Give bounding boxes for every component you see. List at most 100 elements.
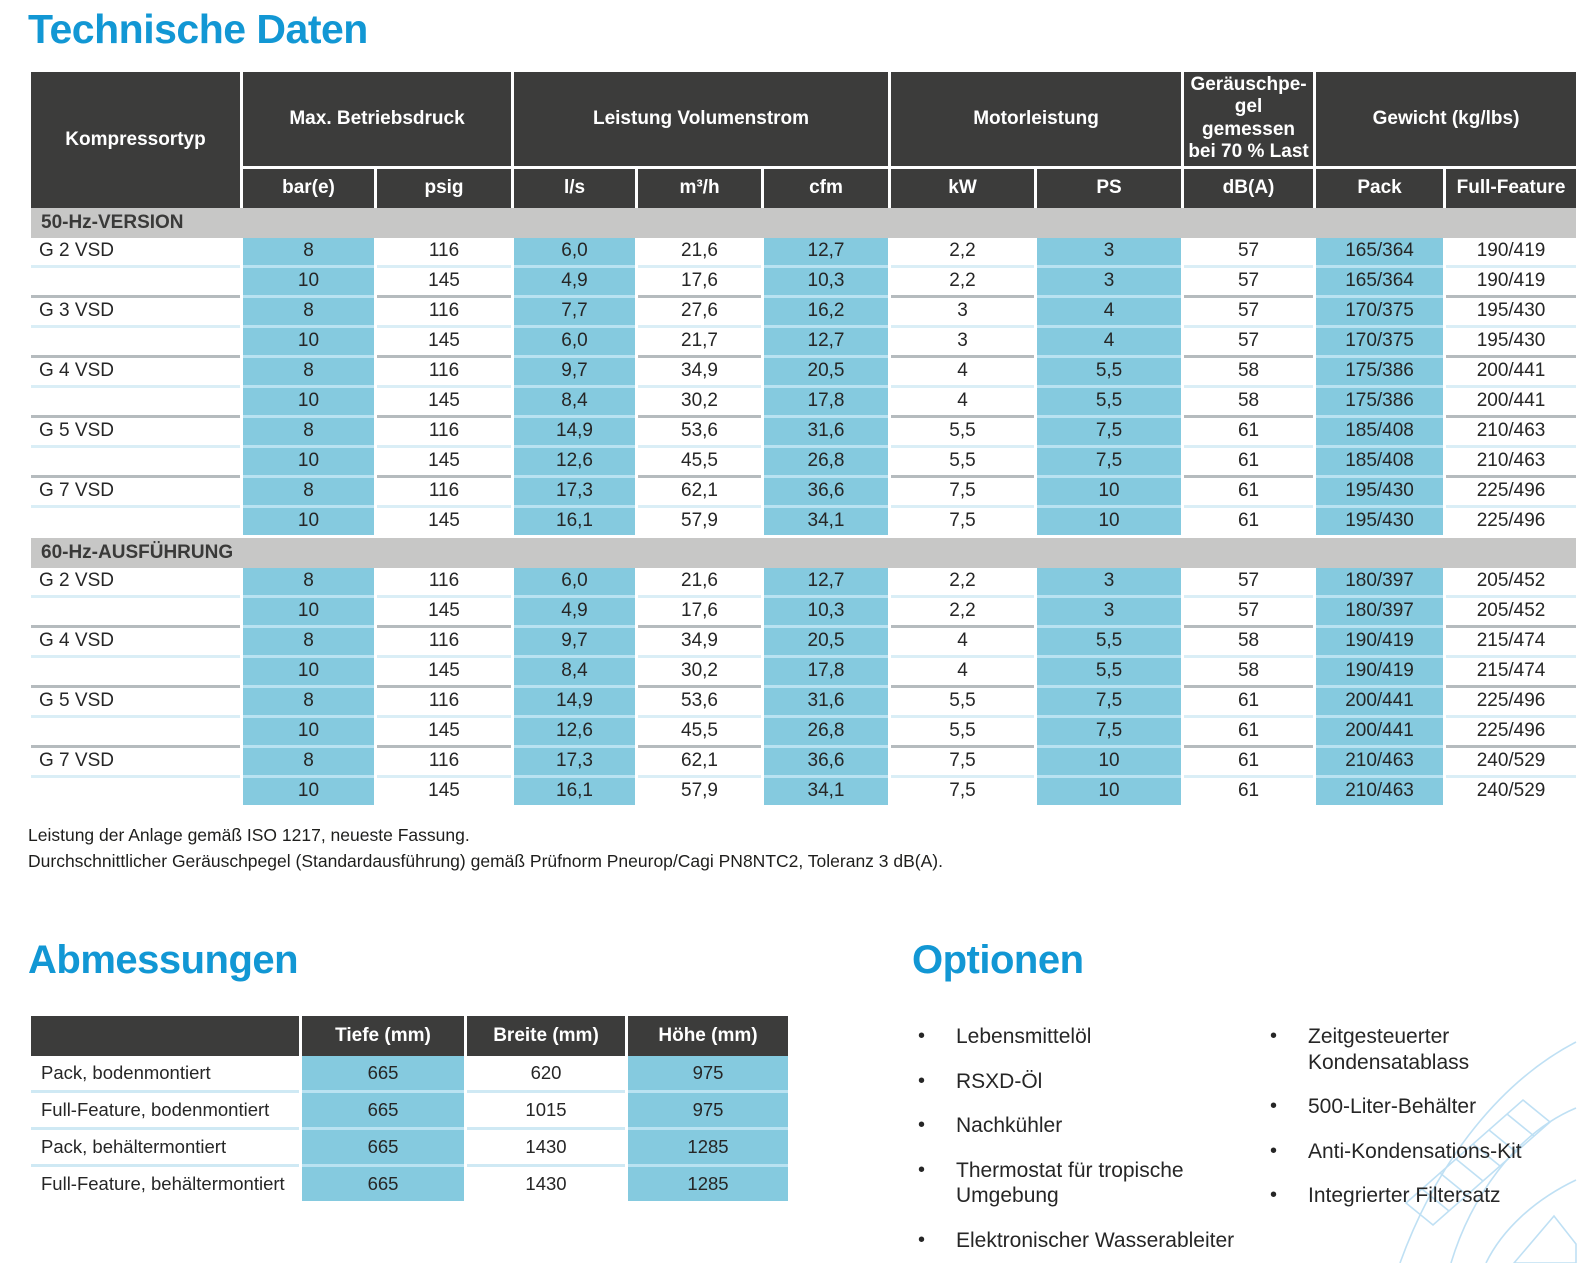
value-cell: 8 xyxy=(243,627,374,658)
value-cell: 145 xyxy=(377,387,512,418)
value-cell: 975 xyxy=(628,1093,788,1130)
value-cell: 7,5 xyxy=(1037,717,1182,748)
value-cell: 17,3 xyxy=(514,477,636,508)
col-group-0: Max. Betriebsdruck xyxy=(243,72,512,166)
table-row: 10 145 6,0 21,7 12,7 3 4 57 170/375 195/430 xyxy=(31,327,1577,358)
value-cell: 1015 xyxy=(467,1093,625,1130)
value-cell: 1285 xyxy=(628,1130,788,1167)
value-cell: 7,5 xyxy=(891,507,1035,538)
table-row: G 7 VSD 8 116 17,3 62,1 36,6 7,5 10 61 210/463 240… xyxy=(31,747,1577,778)
value-cell: 57 xyxy=(1184,267,1314,298)
compressor-type-cell xyxy=(31,447,240,478)
value-cell: 145 xyxy=(377,447,512,478)
value-cell: 36,6 xyxy=(764,477,889,508)
table-row: G 2 VSD 8 116 6,0 21,6 12,7 2,2 3 57 180/397 205/4… xyxy=(31,567,1577,598)
value-cell: 57 xyxy=(1184,237,1314,268)
table-row: 10 145 12,6 45,5 26,8 5,5 7,5 61 200/441 225/496 xyxy=(31,717,1577,748)
value-cell: 170/375 xyxy=(1316,297,1444,328)
value-cell: 10 xyxy=(243,717,374,748)
value-cell: 185/408 xyxy=(1316,417,1444,448)
value-cell: 57,9 xyxy=(638,777,762,808)
option-item: • 500-Liter-Behälter xyxy=(1264,1094,1560,1120)
value-cell: 53,6 xyxy=(638,687,762,718)
section-band: 60-Hz-AUSFÜHRUNG xyxy=(31,537,1577,568)
value-cell: 10 xyxy=(1037,477,1182,508)
value-cell: 8 xyxy=(243,417,374,448)
bullet-icon: • xyxy=(918,1025,926,1047)
value-cell: 116 xyxy=(377,237,512,268)
value-cell: 17,3 xyxy=(514,747,636,778)
options-column-2: • Zeitgesteuerter Kondensatablass • 500-Lit… xyxy=(1264,1024,1560,1273)
value-cell: 7,5 xyxy=(891,477,1035,508)
table-row: Full-Feature, behältermontiert 665 1430 128… xyxy=(31,1167,788,1204)
value-cell: 7,5 xyxy=(891,747,1035,778)
value-cell: 4 xyxy=(891,657,1035,688)
value-cell: 3 xyxy=(891,297,1035,328)
value-cell: 5,5 xyxy=(1037,357,1182,388)
value-cell: 116 xyxy=(377,297,512,328)
value-cell: 3 xyxy=(1037,237,1182,268)
value-cell: 20,5 xyxy=(764,357,889,388)
value-cell: 200/441 xyxy=(1446,357,1577,388)
value-cell: 12,6 xyxy=(514,717,636,748)
value-cell: 14,9 xyxy=(514,687,636,718)
option-label: Thermostat für tropische Umgebung xyxy=(956,1158,1184,1208)
value-cell: 6,0 xyxy=(514,567,636,598)
col-group-3: Geräuschpe-gel gemessen bei 70 % Last xyxy=(1184,72,1314,166)
value-cell: 12,6 xyxy=(514,447,636,478)
table-row: G 4 VSD 8 116 9,7 34,9 20,5 4 5,5 58 175/386 200/4… xyxy=(31,357,1577,388)
value-cell: 975 xyxy=(628,1056,788,1093)
value-cell: 7,5 xyxy=(891,777,1035,808)
option-label: Zeitgesteuerter Kondensatablass xyxy=(1308,1025,1470,1074)
value-cell: 7,7 xyxy=(514,297,636,328)
col-unit-2-1: PS xyxy=(1037,165,1182,208)
value-cell: 225/496 xyxy=(1446,507,1577,538)
value-cell: 1285 xyxy=(628,1167,788,1204)
value-cell: 8 xyxy=(243,687,374,718)
value-cell: 62,1 xyxy=(638,477,762,508)
options-title: Optionen xyxy=(912,938,1084,982)
compressor-type-cell xyxy=(31,597,240,628)
value-cell: 8 xyxy=(243,747,374,778)
value-cell: 61 xyxy=(1184,777,1314,808)
value-cell: 180/397 xyxy=(1316,597,1444,628)
value-cell: 7,5 xyxy=(1037,687,1182,718)
col-unit-4-0: Pack xyxy=(1316,165,1444,208)
value-cell: 5,5 xyxy=(891,417,1035,448)
col-header-type: Kompressortyp xyxy=(31,72,240,208)
col-unit-2-0: kW xyxy=(891,165,1035,208)
option-item: • Thermostat für tropische Umgebung xyxy=(912,1158,1264,1209)
value-cell: 185/408 xyxy=(1316,447,1444,478)
value-cell: 30,2 xyxy=(638,387,762,418)
value-cell: 116 xyxy=(377,747,512,778)
option-item: • Nachkühler xyxy=(912,1113,1264,1139)
value-cell: 116 xyxy=(377,417,512,448)
value-cell: 205/452 xyxy=(1446,597,1577,628)
value-cell: 34,9 xyxy=(638,627,762,658)
section-band-label: 60-Hz-AUSFÜHRUNG xyxy=(31,537,1577,568)
value-cell: 21,6 xyxy=(638,567,762,598)
value-cell: 2,2 xyxy=(891,267,1035,298)
option-item: • RSXD-Öl xyxy=(912,1069,1264,1095)
value-cell: 17,6 xyxy=(638,597,762,628)
compressor-type-cell: G 7 VSD xyxy=(31,747,240,778)
value-cell: 7,5 xyxy=(1037,417,1182,448)
bullet-icon: • xyxy=(918,1229,926,1252)
value-cell: 5,5 xyxy=(1037,627,1182,658)
value-cell: 12,7 xyxy=(764,567,889,598)
value-cell: 30,2 xyxy=(638,657,762,688)
value-cell: 12,7 xyxy=(764,327,889,358)
decorative-line-art xyxy=(1399,1041,1577,1263)
value-cell: 205/452 xyxy=(1446,567,1577,598)
value-cell: 16,2 xyxy=(764,297,889,328)
value-cell: 190/419 xyxy=(1316,627,1444,658)
value-cell: 61 xyxy=(1184,717,1314,748)
value-cell: 57 xyxy=(1184,597,1314,628)
table-row: G 5 VSD 8 116 14,9 53,6 31,6 5,5 7,5 61 185/408 21… xyxy=(31,417,1577,448)
option-item: • Anti-Kondensations-Kit xyxy=(1264,1139,1560,1165)
option-item: • Integrierter Filtersatz xyxy=(1264,1183,1560,1209)
value-cell: 61 xyxy=(1184,507,1314,538)
value-cell: 9,7 xyxy=(514,627,636,658)
value-cell: 225/496 xyxy=(1446,477,1577,508)
value-cell: 4 xyxy=(1037,297,1182,328)
